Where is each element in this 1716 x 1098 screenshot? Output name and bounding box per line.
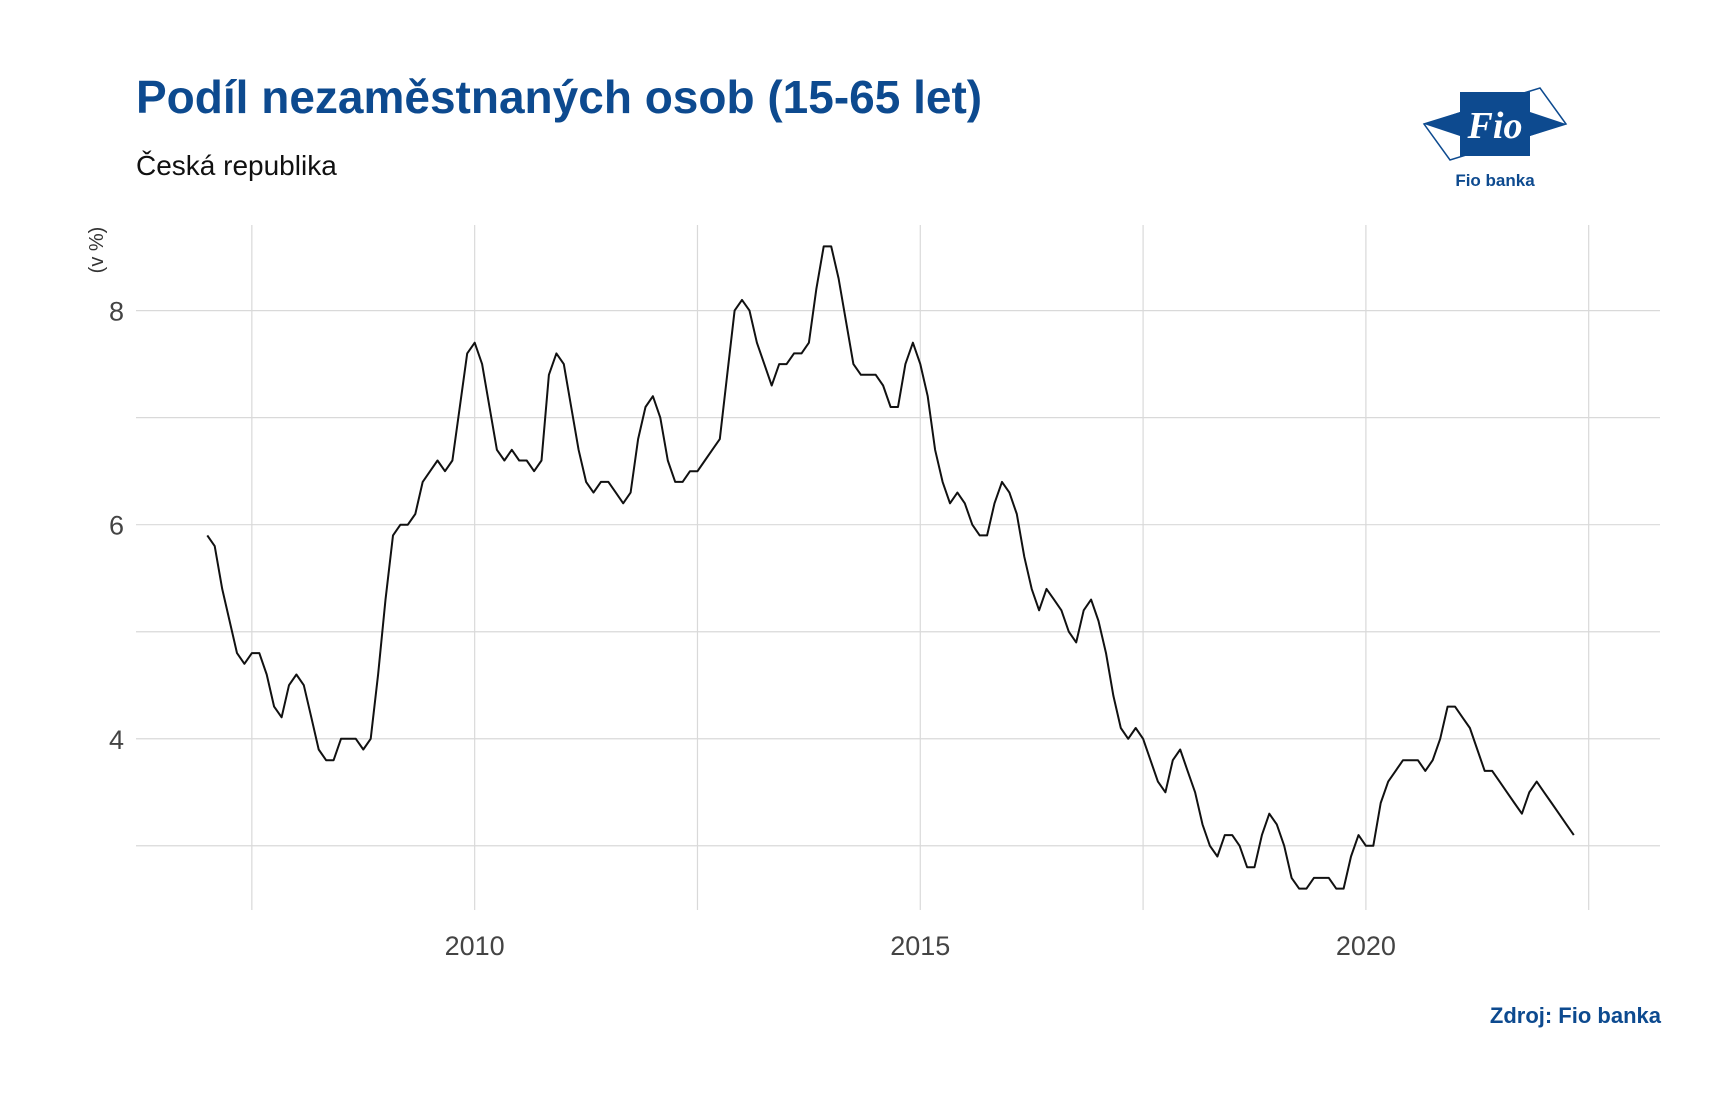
chart-title: Podíl nezaměstnaných osob (15-65 let) <box>136 71 983 123</box>
fio-logo-icon: Fio <box>1422 87 1568 161</box>
line-chart: 2010 2015 2020 4 6 8 (v %) <box>86 225 1660 961</box>
axes: 2010 2015 2020 4 6 8 (v %) <box>86 227 1396 961</box>
x-tick-label: 2010 <box>445 931 505 961</box>
y-tick-label: 4 <box>109 725 124 755</box>
series-line <box>206 245 1575 890</box>
source-note: Zdroj: Fio banka <box>1489 1003 1661 1028</box>
grid <box>136 225 1660 910</box>
chart-subtitle: Česká republika <box>136 150 337 181</box>
logo-mark-text: Fio <box>1467 105 1523 147</box>
y-tick-label: 6 <box>109 511 124 541</box>
x-tick-label: 2020 <box>1336 931 1396 961</box>
logo-caption: Fio banka <box>1455 171 1535 190</box>
y-tick-label: 8 <box>109 297 124 327</box>
y-axis-label: (v %) <box>86 227 108 274</box>
x-tick-label: 2015 <box>890 931 950 961</box>
series-layer <box>206 245 1575 890</box>
